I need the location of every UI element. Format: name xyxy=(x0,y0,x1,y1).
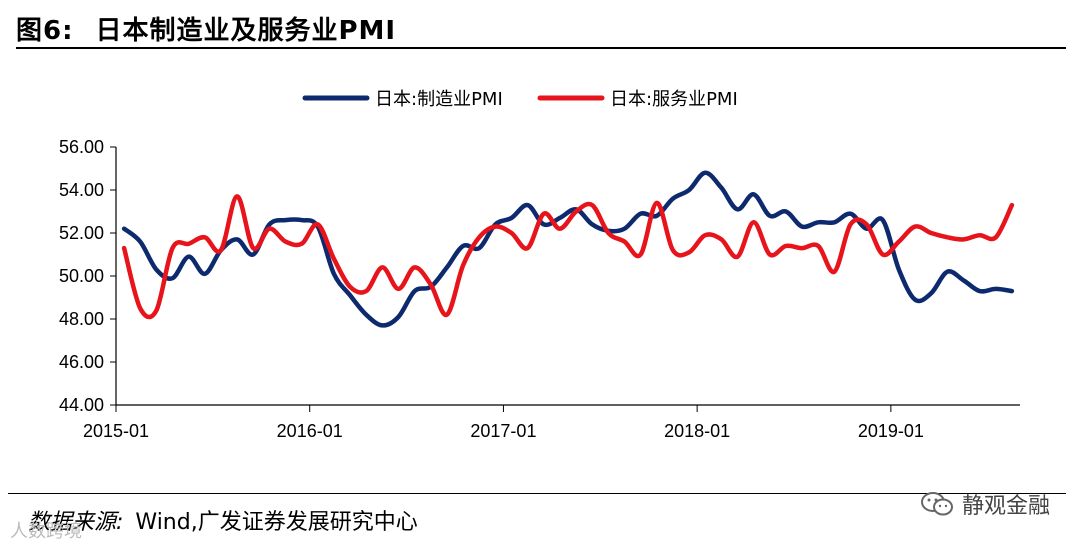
y-tick-label: 44.00 xyxy=(59,395,104,415)
legend-label-manufacturing: 日本:制造业PMI xyxy=(375,89,503,110)
figure-label: 图6: xyxy=(16,16,74,46)
series-line-services xyxy=(121,194,1015,320)
footer-divider xyxy=(8,493,1066,494)
x-tick-label: 2015-01 xyxy=(83,421,149,441)
x-tick-label: 2018-01 xyxy=(664,421,730,441)
source-label: 数据来源: xyxy=(28,510,124,535)
series-line-manufacturing xyxy=(121,170,1015,328)
y-tick-label: 50.00 xyxy=(59,266,104,286)
y-tick-label: 52.00 xyxy=(59,223,104,243)
y-tick-label: 54.00 xyxy=(59,180,104,200)
figure-title-text: 日本制造业及服务业PMI xyxy=(95,16,397,46)
corner-watermark-text: 人数跨境 xyxy=(10,521,82,542)
x-tick-label: 2016-01 xyxy=(277,421,343,441)
x-tick-label: 2017-01 xyxy=(470,421,536,441)
corner-watermark: 人数跨境 xyxy=(10,517,82,543)
source-note: 数据来源: Wind,广发证券发展研究中心 xyxy=(28,504,418,536)
figure-title: 图6: 日本制造业及服务业PMI xyxy=(16,10,396,47)
y-tick-label: 48.00 xyxy=(59,309,104,329)
source-text: Wind,广发证券发展研究中心 xyxy=(135,510,418,535)
title-divider xyxy=(16,47,1066,49)
y-tick-label: 56.00 xyxy=(59,137,104,157)
y-tick-label: 46.00 xyxy=(59,352,104,372)
legend-label-services: 日本:服务业PMI xyxy=(610,89,738,110)
brand-name: 静观金融 xyxy=(961,494,1050,519)
x-tick-label: 2019-01 xyxy=(858,421,924,441)
pmi-line-chart: 44.00 46.00 48.00 50.00 52.00 54.00 56.00 2015-… xyxy=(59,89,1020,441)
brand-watermark: 静观金融 xyxy=(920,488,1050,520)
wechat-icon xyxy=(920,492,953,516)
